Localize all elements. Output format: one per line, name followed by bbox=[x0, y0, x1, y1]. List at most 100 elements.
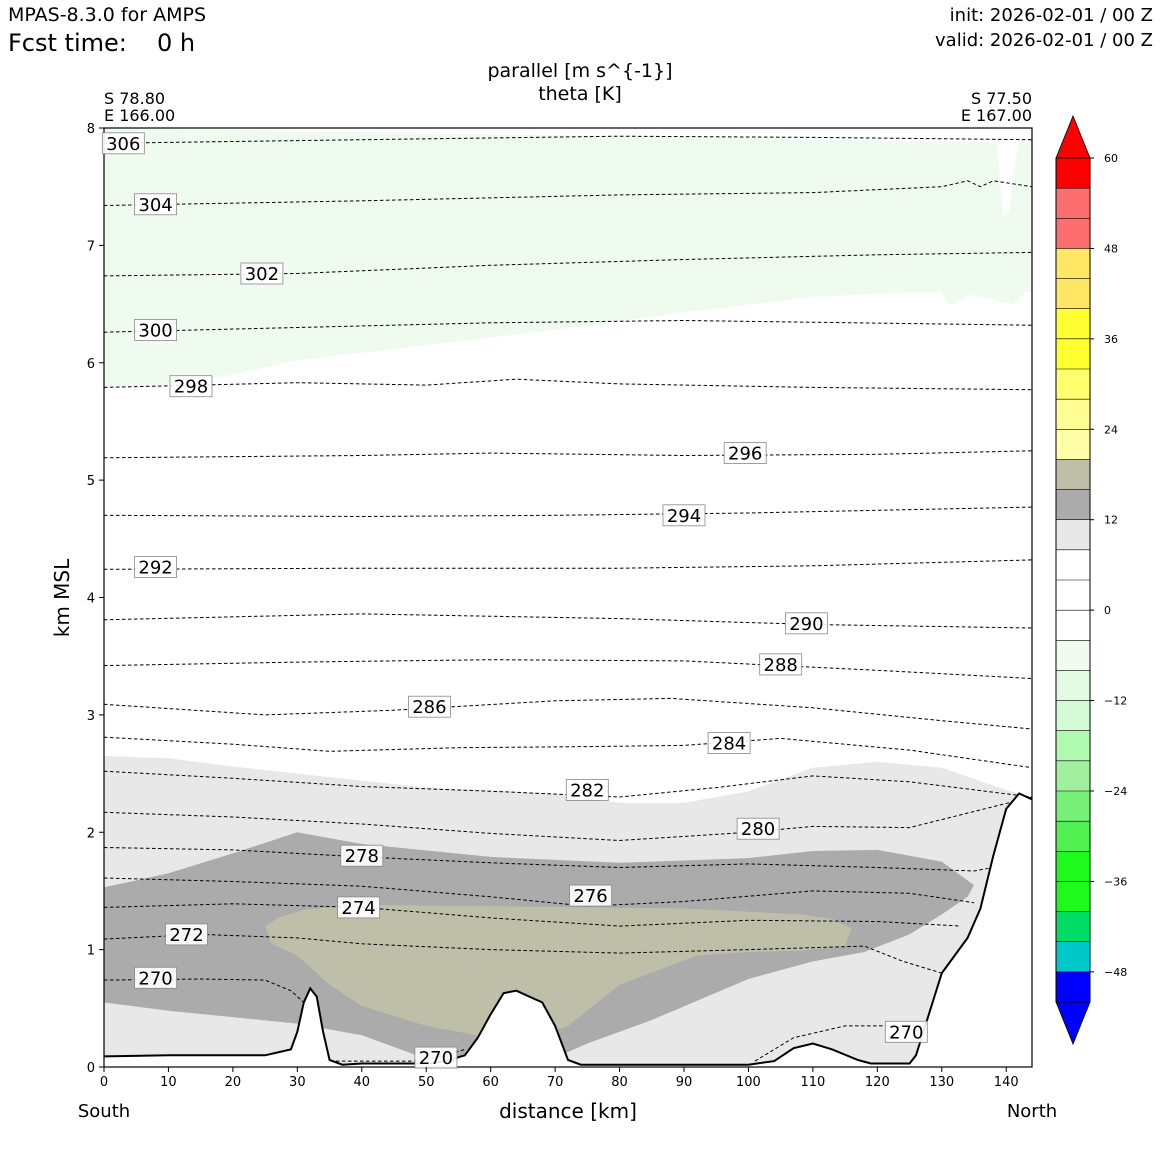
contour-label: 302 bbox=[245, 264, 279, 285]
contour-label: 304 bbox=[138, 195, 172, 216]
x-tick-label: 60 bbox=[482, 1075, 499, 1090]
contour-label: 270 bbox=[419, 1048, 453, 1069]
contour-label-box bbox=[101, 132, 145, 155]
contour-label: 300 bbox=[138, 320, 172, 341]
theta-contour-290-8 bbox=[104, 613, 1032, 629]
y-tick-label: 5 bbox=[87, 474, 95, 489]
colorbar-segment bbox=[1056, 821, 1090, 852]
x-tick-label: 30 bbox=[289, 1075, 306, 1090]
theta-contour-292-7 bbox=[104, 559, 1032, 570]
colorbar-segment bbox=[1056, 338, 1090, 369]
terrain-line bbox=[103, 792, 1033, 1066]
theta-contour-296-5 bbox=[104, 450, 1032, 459]
terrain-layer bbox=[103, 792, 1033, 1067]
colorbar-segment bbox=[1056, 580, 1090, 611]
contour-label-box bbox=[240, 262, 284, 285]
x-tick-label: 80 bbox=[611, 1075, 628, 1090]
contour-label-box bbox=[165, 923, 208, 946]
fcst-label: Fcst time: bbox=[8, 29, 127, 57]
theta-contour-278-14 bbox=[104, 847, 1007, 872]
contour-label: 270 bbox=[138, 968, 172, 989]
x-axis-label: distance [km] bbox=[499, 1099, 637, 1123]
colorbar-tick-label: −12 bbox=[1104, 695, 1127, 708]
colorbar-segment bbox=[1056, 911, 1090, 942]
contour-label: 294 bbox=[667, 506, 701, 527]
colorbar-segment bbox=[1056, 851, 1090, 882]
colorbar-frame bbox=[1055, 157, 1091, 1003]
contour-label: 278 bbox=[345, 846, 379, 867]
y-tick-label: 7 bbox=[87, 239, 95, 254]
valid-time: valid: 2026-02-01 / 00 Z bbox=[935, 30, 1153, 51]
colorbar-segment bbox=[1056, 429, 1090, 460]
colorbar-segment bbox=[1056, 489, 1090, 520]
contour-label-box bbox=[884, 1020, 928, 1043]
colorbar-segment bbox=[1056, 760, 1090, 791]
x-tick-label: 90 bbox=[676, 1075, 693, 1090]
model-title: MPAS-8.3.0 for AMPS bbox=[8, 4, 207, 26]
colorbar-segment bbox=[1056, 791, 1090, 822]
right-endpoint-lat: S 77.50 bbox=[970, 89, 1032, 108]
terrain-fill bbox=[104, 793, 1032, 1067]
colorbar-segment bbox=[1056, 308, 1090, 339]
colorbar: 60 48 36 24 12 0 −12 −24 −36 −48 bbox=[1055, 114, 1127, 1046]
colorbar-segment bbox=[1056, 459, 1090, 490]
contour-label: 286 bbox=[412, 697, 446, 718]
shading-region-0 bbox=[104, 128, 1032, 388]
colorbar-segment bbox=[1056, 218, 1090, 249]
theta-contour-276-15 bbox=[104, 877, 975, 907]
y-tick-label: 6 bbox=[87, 357, 95, 372]
colorbar-segment bbox=[1056, 881, 1090, 912]
theta-contour-280-13 bbox=[104, 796, 1032, 842]
init-time: init: 2026-02-01 / 00 Z bbox=[949, 5, 1153, 26]
contour-label-box bbox=[736, 817, 780, 840]
x-tick-label: 0 bbox=[100, 1075, 108, 1090]
left-endpoint-lat: S 78.80 bbox=[104, 89, 166, 108]
contour-label-box bbox=[569, 884, 612, 907]
axis-ticks: 0 10 20 30 40 50 60 70 80 90 100 110 120 130 140 0 1 2 3 4 5… bbox=[87, 122, 1019, 1090]
contour-label: 272 bbox=[169, 925, 203, 946]
contour-layer bbox=[104, 135, 1032, 1062]
colorbar-segment bbox=[1056, 700, 1090, 731]
colorbar-segment bbox=[1056, 519, 1090, 550]
colorbar-extend-max bbox=[1055, 114, 1091, 159]
theta-contour-306-0 bbox=[104, 135, 1032, 144]
colorbar-segment bbox=[1056, 248, 1090, 279]
contour-label: 290 bbox=[789, 614, 823, 635]
theta-contour-270-20 bbox=[754, 1025, 923, 1062]
contour-label: 296 bbox=[728, 444, 762, 465]
contour-label-box bbox=[565, 779, 609, 801]
theta-contour-270-18 bbox=[104, 978, 305, 1003]
contour-label: 292 bbox=[138, 558, 172, 579]
right-endpoint-lon: E 167.00 bbox=[960, 106, 1032, 125]
contour-label-box bbox=[723, 442, 767, 465]
contour-label-box bbox=[407, 695, 451, 718]
x-tick-label: 110 bbox=[800, 1075, 825, 1090]
contour-label: 288 bbox=[764, 655, 798, 676]
colorbar-segment bbox=[1056, 549, 1090, 580]
contour-label-box bbox=[134, 193, 178, 216]
colorbar-tick-label: 48 bbox=[1104, 242, 1118, 255]
colorbar-extend-min bbox=[1055, 1001, 1091, 1046]
colorbar-segment bbox=[1056, 158, 1090, 189]
fcst-value: 0 h bbox=[157, 29, 196, 57]
contour-label: 298 bbox=[174, 377, 208, 398]
theta-contour-284-11 bbox=[104, 736, 1032, 769]
contour-label-box bbox=[707, 732, 751, 754]
contour-label-box bbox=[337, 896, 381, 919]
x-tick-label: 120 bbox=[865, 1075, 890, 1090]
contour-label-box bbox=[134, 966, 178, 989]
colorbar-segment bbox=[1056, 278, 1090, 309]
y-tick-label: 4 bbox=[87, 592, 95, 607]
colorbar-segment bbox=[1056, 670, 1090, 701]
x-end-label: North bbox=[1006, 1101, 1058, 1122]
left-endpoint-lon: E 166.00 bbox=[104, 106, 176, 125]
colorbar-segment bbox=[1056, 399, 1090, 430]
theta-contour-298-4 bbox=[104, 378, 1032, 391]
x-tick-label: 130 bbox=[929, 1075, 954, 1090]
colorbar-tick-label: 12 bbox=[1104, 514, 1118, 527]
colorbar-segment bbox=[1056, 610, 1090, 641]
colorbar-segment bbox=[1056, 188, 1090, 219]
colorbar-segment bbox=[1056, 971, 1090, 1002]
x-tick-label: 40 bbox=[354, 1075, 371, 1090]
y-tick-label: 1 bbox=[87, 944, 95, 959]
